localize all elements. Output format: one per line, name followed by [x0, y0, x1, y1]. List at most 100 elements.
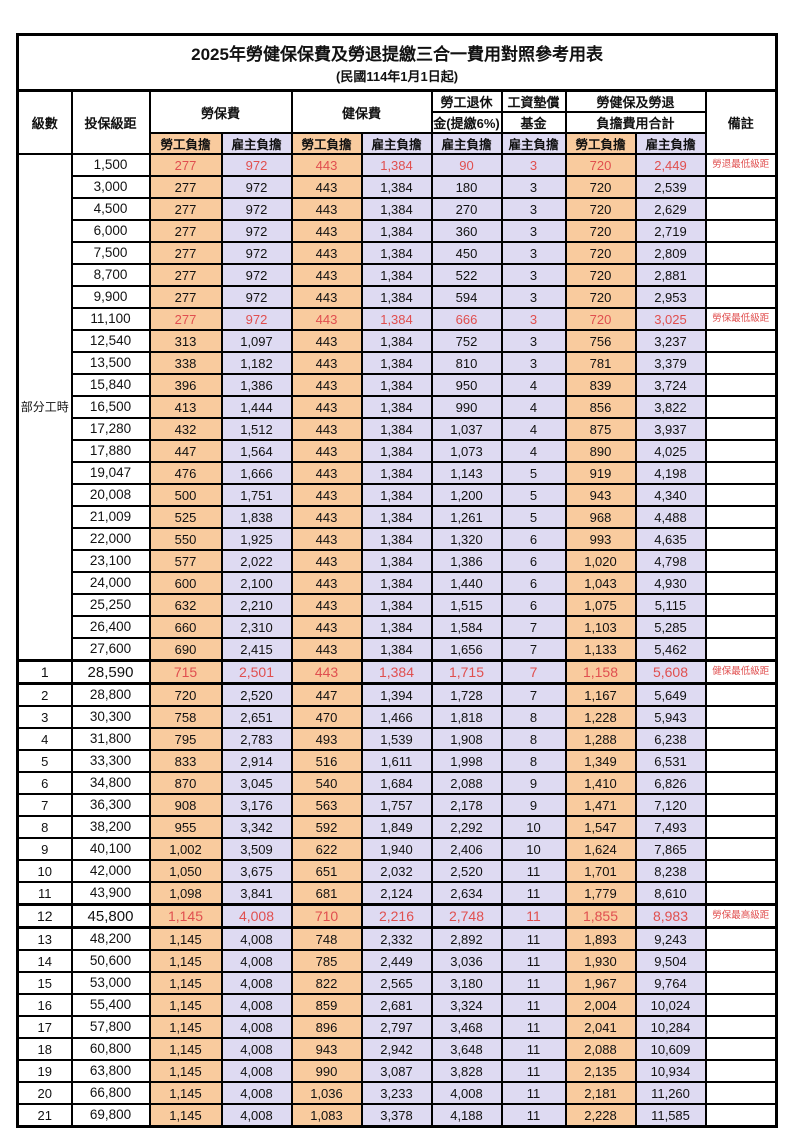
row-group-label-part-time: 部分工時 [16, 153, 73, 662]
salary-bracket-cell: 4,500 [70, 197, 151, 221]
labor-employer-cell: 1,925 [220, 527, 293, 551]
total-employer-cell: 4,930 [634, 571, 707, 595]
labor-employee-cell: 660 [148, 615, 223, 639]
labor-employee-cell: 277 [148, 153, 223, 177]
salary-bracket-cell: 25,250 [70, 593, 151, 617]
labor-employee-cell: 277 [148, 219, 223, 243]
health-employee-cell: 443 [290, 461, 363, 485]
labor-employer-cell: 972 [220, 241, 293, 265]
wage-fund-employer-cell: 6 [500, 549, 567, 573]
total-employer-cell: 10,609 [634, 1037, 707, 1061]
level-cell: 19 [16, 1059, 73, 1083]
labor-employer-cell: 972 [220, 307, 293, 331]
health-employer-cell: 1,384 [360, 659, 433, 685]
health-employee-cell: 443 [290, 571, 363, 595]
level-cell: 18 [16, 1037, 73, 1061]
header-salary-bracket: 投保級距 [70, 89, 151, 155]
total-employer-cell: 5,943 [634, 705, 707, 729]
labor-employer-cell: 3,342 [220, 815, 293, 839]
table-row: 10 42,000 1,050 3,675 651 2,032 2,520 11 1,701 8,… [16, 859, 778, 883]
health-employer-cell: 1,757 [360, 793, 433, 817]
total-employee-cell: 1,020 [564, 549, 637, 573]
level-cell: 7 [16, 793, 73, 817]
total-employer-cell: 7,493 [634, 815, 707, 839]
remark-cell [704, 1059, 778, 1083]
salary-bracket-cell: 3,000 [70, 175, 151, 199]
labor-employer-cell: 1,097 [220, 329, 293, 353]
pension-employer-cell: 3,648 [430, 1037, 503, 1061]
wage-fund-employer-cell: 11 [500, 993, 567, 1017]
wage-fund-employer-cell: 6 [500, 571, 567, 595]
labor-employee-cell: 1,145 [148, 993, 223, 1017]
labor-employee-cell: 632 [148, 593, 223, 617]
pension-employer-cell: 1,320 [430, 527, 503, 551]
total-employee-cell: 993 [564, 527, 637, 551]
wage-fund-employer-cell: 3 [500, 241, 567, 265]
total-employee-cell: 1,228 [564, 705, 637, 729]
total-employee-cell: 1,103 [564, 615, 637, 639]
health-employee-cell: 622 [290, 837, 363, 861]
total-employee-cell: 890 [564, 439, 637, 463]
remark-cell [704, 439, 778, 463]
health-employer-cell: 2,942 [360, 1037, 433, 1061]
table-row: 27,600 690 2,415 443 1,384 1,656 7 1,133 5,462 [18, 637, 778, 662]
total-employee-cell: 2,228 [564, 1103, 637, 1128]
labor-employee-cell: 1,145 [148, 949, 223, 973]
health-employee-cell: 540 [290, 771, 363, 795]
labor-employer-cell: 972 [220, 285, 293, 309]
total-employee-cell: 756 [564, 329, 637, 353]
table-row: 3,000 277 972 443 1,384 180 3 720 2,539 [18, 175, 778, 199]
health-employee-cell: 443 [290, 307, 363, 331]
table-row: 24,000 600 2,100 443 1,384 1,440 6 1,043 4,930 [18, 571, 778, 595]
pension-employer-cell: 1,908 [430, 727, 503, 751]
subheader-labor-employee: 勞工負擔 [148, 132, 223, 155]
total-employer-cell: 10,934 [634, 1059, 707, 1083]
level-cell: 6 [16, 771, 73, 795]
health-employer-cell: 1,384 [360, 175, 433, 199]
salary-bracket-cell: 20,008 [70, 483, 151, 507]
salary-bracket-cell: 6,000 [70, 219, 151, 243]
remark-cell [704, 395, 778, 419]
salary-bracket-cell: 16,500 [70, 395, 151, 419]
wage-fund-employer-cell: 11 [500, 1037, 567, 1061]
total-employee-cell: 1,075 [564, 593, 637, 617]
remark-cell [704, 859, 778, 883]
table-row: 6,000 277 972 443 1,384 360 3 720 2,719 [18, 219, 778, 243]
salary-bracket-cell: 24,000 [70, 571, 151, 595]
total-employer-cell: 2,953 [634, 285, 707, 309]
pension-employer-cell: 950 [430, 373, 503, 397]
table-row: 16 55,400 1,145 4,008 859 2,681 3,324 11 2,004 10… [16, 993, 778, 1017]
total-employer-cell: 8,983 [634, 903, 707, 929]
total-employee-cell: 1,158 [564, 659, 637, 685]
level-cell: 14 [16, 949, 73, 973]
health-employee-cell: 443 [290, 637, 363, 662]
header-wage-fund-line2: 基金 [500, 111, 567, 134]
wage-fund-employer-cell: 3 [500, 351, 567, 375]
total-employer-cell: 8,610 [634, 881, 707, 906]
subheader-health-employer: 雇主負擔 [360, 132, 433, 155]
labor-employee-cell: 1,145 [148, 1059, 223, 1083]
total-employer-cell: 4,635 [634, 527, 707, 551]
level-cell: 12 [16, 903, 73, 929]
table-body: 部分工時 1,500 277 972 443 1,384 90 3 720 2,449 勞退最低級距… [16, 153, 778, 1128]
wage-fund-employer-cell: 11 [500, 1059, 567, 1083]
labor-employer-cell: 2,783 [220, 727, 293, 751]
labor-employer-cell: 1,564 [220, 439, 293, 463]
pension-employer-cell: 90 [430, 153, 503, 177]
labor-employer-cell: 4,008 [220, 1059, 293, 1083]
total-employer-cell: 2,539 [634, 175, 707, 199]
total-employee-cell: 781 [564, 351, 637, 375]
labor-employee-cell: 277 [148, 285, 223, 309]
labor-employer-cell: 2,022 [220, 549, 293, 573]
wage-fund-employer-cell: 3 [500, 175, 567, 199]
remark-cell [704, 682, 778, 707]
health-employer-cell: 1,384 [360, 571, 433, 595]
labor-employee-cell: 277 [148, 197, 223, 221]
labor-employee-cell: 277 [148, 241, 223, 265]
health-employer-cell: 3,378 [360, 1103, 433, 1128]
labor-employee-cell: 338 [148, 351, 223, 375]
health-employer-cell: 1,384 [360, 153, 433, 177]
pension-employer-cell: 3,324 [430, 993, 503, 1017]
labor-employee-cell: 1,145 [148, 1081, 223, 1105]
